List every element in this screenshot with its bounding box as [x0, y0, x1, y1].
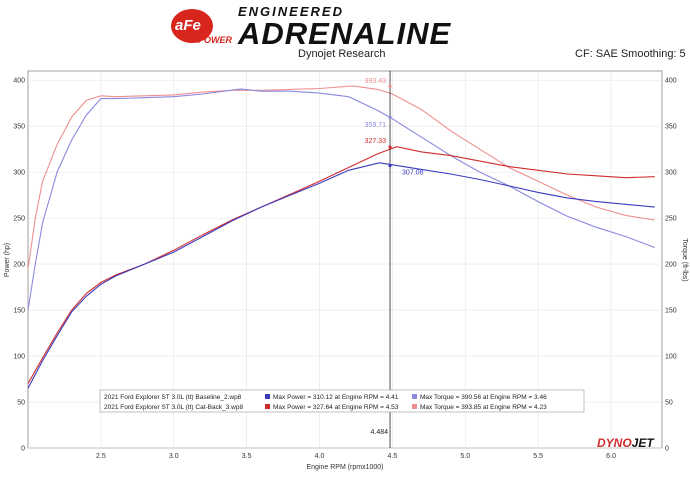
- x-tick: 4.0: [315, 453, 325, 460]
- legend-swatch-catback-torque: [412, 404, 417, 409]
- annotation-marker-baseline_torque: [388, 115, 392, 119]
- y-axis-left-label: Power (hp): [4, 243, 11, 277]
- y-tick-right: 0: [665, 446, 669, 453]
- annotation-marker-baseline_power: [388, 164, 392, 168]
- y-tick-left: 150: [13, 308, 25, 315]
- y-tick-right: 100: [665, 354, 677, 361]
- legend-torque-baseline: Max Torque = 390.56 at Engine RPM = 3.46: [420, 394, 547, 401]
- rpm-cursor-label: 4.484: [371, 429, 389, 436]
- annotation-catback_torque: 393.43: [365, 78, 387, 85]
- x-axis-label: Engine RPM (rpmx1000): [306, 464, 383, 471]
- x-tick: 5.0: [460, 453, 470, 460]
- y-tick-left: 0: [21, 446, 25, 453]
- legend-file-catback: 2021 Ford Explorer ST 3.0L (tt) Cat-Back…: [104, 404, 243, 411]
- dynojet-research-label: Dynojet Research: [298, 48, 386, 60]
- x-tick: 3.5: [242, 453, 252, 460]
- legend-swatch-baseline-torque: [412, 394, 417, 399]
- legend-box: 2021 Ford Explorer ST 3.0L (tt) Baseline…: [99, 389, 585, 413]
- annotation-marker-catback_power: [388, 145, 392, 149]
- legend-swatch-catback-power: [265, 404, 270, 409]
- brand-jet: JET: [631, 436, 654, 450]
- y-tick-left: 50: [17, 400, 25, 407]
- series-group: [27, 85, 655, 389]
- annotation-catback_power: 327.33: [365, 138, 387, 145]
- annotation-marker-catback_torque: [388, 84, 392, 88]
- y-axis-right-label: Torque (ft-lbs): [681, 238, 688, 281]
- y-tick-left: 100: [13, 354, 25, 361]
- y-tick-left: 200: [13, 262, 25, 269]
- y-tick-left: 400: [13, 78, 25, 85]
- svg-text:aFe: aFe: [175, 17, 201, 34]
- y-ticks-right: 0 50 100 150 200 250 300 350 400: [665, 78, 677, 453]
- y-tick-left: 350: [13, 124, 25, 131]
- y-tick-right: 300: [665, 170, 677, 177]
- y-tick-right: 200: [665, 262, 677, 269]
- legend-torque-catback: Max Torque = 393.85 at Engine RPM = 4.23: [420, 404, 547, 411]
- y-ticks-left: 0 50 100 150 200 250 300 350 400: [13, 78, 25, 453]
- legend-file-baseline: 2021 Ford Explorer ST 3.0L (tt) Baseline…: [104, 394, 242, 401]
- afe-logo: aFe POWER: [170, 6, 236, 53]
- x-tick: 6.0: [606, 453, 616, 460]
- legend-power-catback: Max Power = 327.64 at Engine RPM = 4.53: [273, 404, 399, 411]
- y-tick-right: 50: [665, 400, 673, 407]
- y-tick-left: 300: [13, 170, 25, 177]
- svg-text:POWER: POWER: [198, 35, 233, 45]
- y-tick-right: 150: [665, 308, 677, 315]
- title-top: ENGINEERED: [238, 4, 344, 19]
- dynojet-brand: DYNOJET: [597, 436, 654, 450]
- legend-swatch-baseline-power: [265, 394, 270, 399]
- series-line-catback_power: [27, 146, 655, 384]
- y-tick-right: 400: [665, 78, 677, 85]
- brand-dyno: DYNO: [597, 436, 632, 450]
- annotation-baseline_power: 307.08: [402, 170, 424, 177]
- x-tick: 2.5: [96, 453, 106, 460]
- series-line-baseline_power: [27, 162, 655, 389]
- annotation-baseline_torque: 359.71: [365, 122, 387, 129]
- x-tick: 4.5: [388, 453, 398, 460]
- annotations: 393.43 327.33 359.71 307.08: [365, 78, 424, 176]
- x-tick: 3.0: [169, 453, 179, 460]
- series-line-catback_torque: [27, 85, 655, 269]
- title-main: ADRENALINE: [238, 16, 452, 51]
- legend-power-baseline: Max Power = 310.12 at Engine RPM = 4.41: [273, 394, 399, 401]
- y-tick-right: 250: [665, 216, 677, 223]
- y-tick-left: 250: [13, 216, 25, 223]
- correction-factor-label: CF: SAE Smoothing: 5: [575, 48, 686, 60]
- x-ticks: 2.5 3.0 3.5 4.0 4.5 5.0 5.5 6.0: [96, 453, 616, 460]
- y-tick-right: 350: [665, 124, 677, 131]
- header-title: ENGINEERED ADRENALINE: [238, 4, 528, 51]
- x-tick: 5.5: [533, 453, 543, 460]
- plot-area: [27, 70, 663, 449]
- series-line-baseline_torque: [27, 88, 655, 311]
